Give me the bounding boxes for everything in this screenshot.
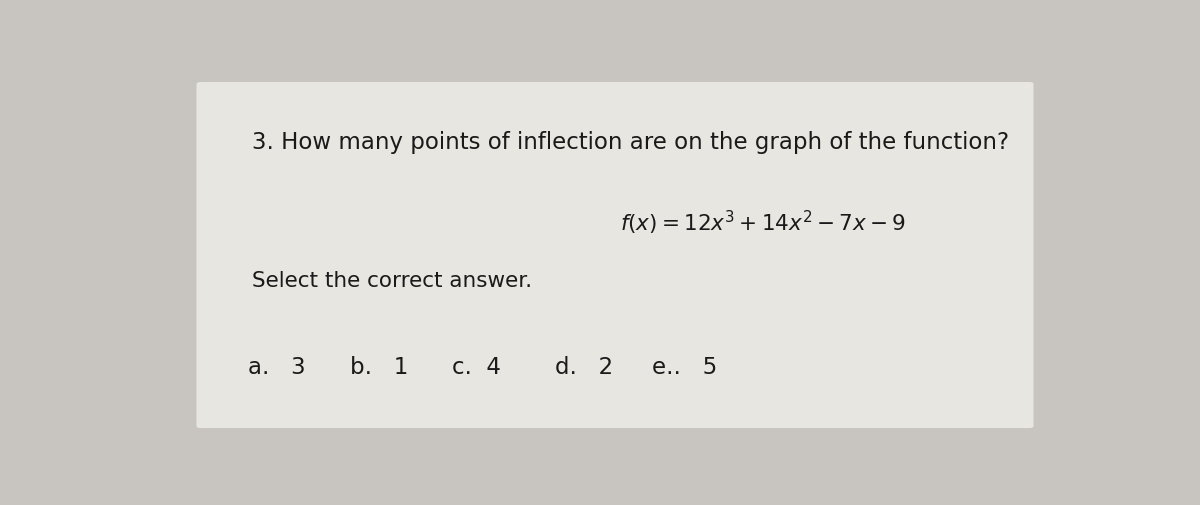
- Text: c.  4: c. 4: [452, 356, 502, 379]
- FancyBboxPatch shape: [197, 82, 1033, 428]
- Text: $f(x) = 12x^3 + 14x^2 - 7x - 9$: $f(x) = 12x^3 + 14x^2 - 7x - 9$: [619, 209, 906, 236]
- Text: b.   1: b. 1: [350, 356, 408, 379]
- Text: e..   5: e.. 5: [653, 356, 718, 379]
- Text: Select the correct answer.: Select the correct answer.: [252, 271, 533, 290]
- Text: a.   3: a. 3: [247, 356, 305, 379]
- Text: d.   2: d. 2: [554, 356, 613, 379]
- Text: 3. How many points of inflection are on the graph of the function?: 3. How many points of inflection are on …: [252, 131, 1009, 154]
